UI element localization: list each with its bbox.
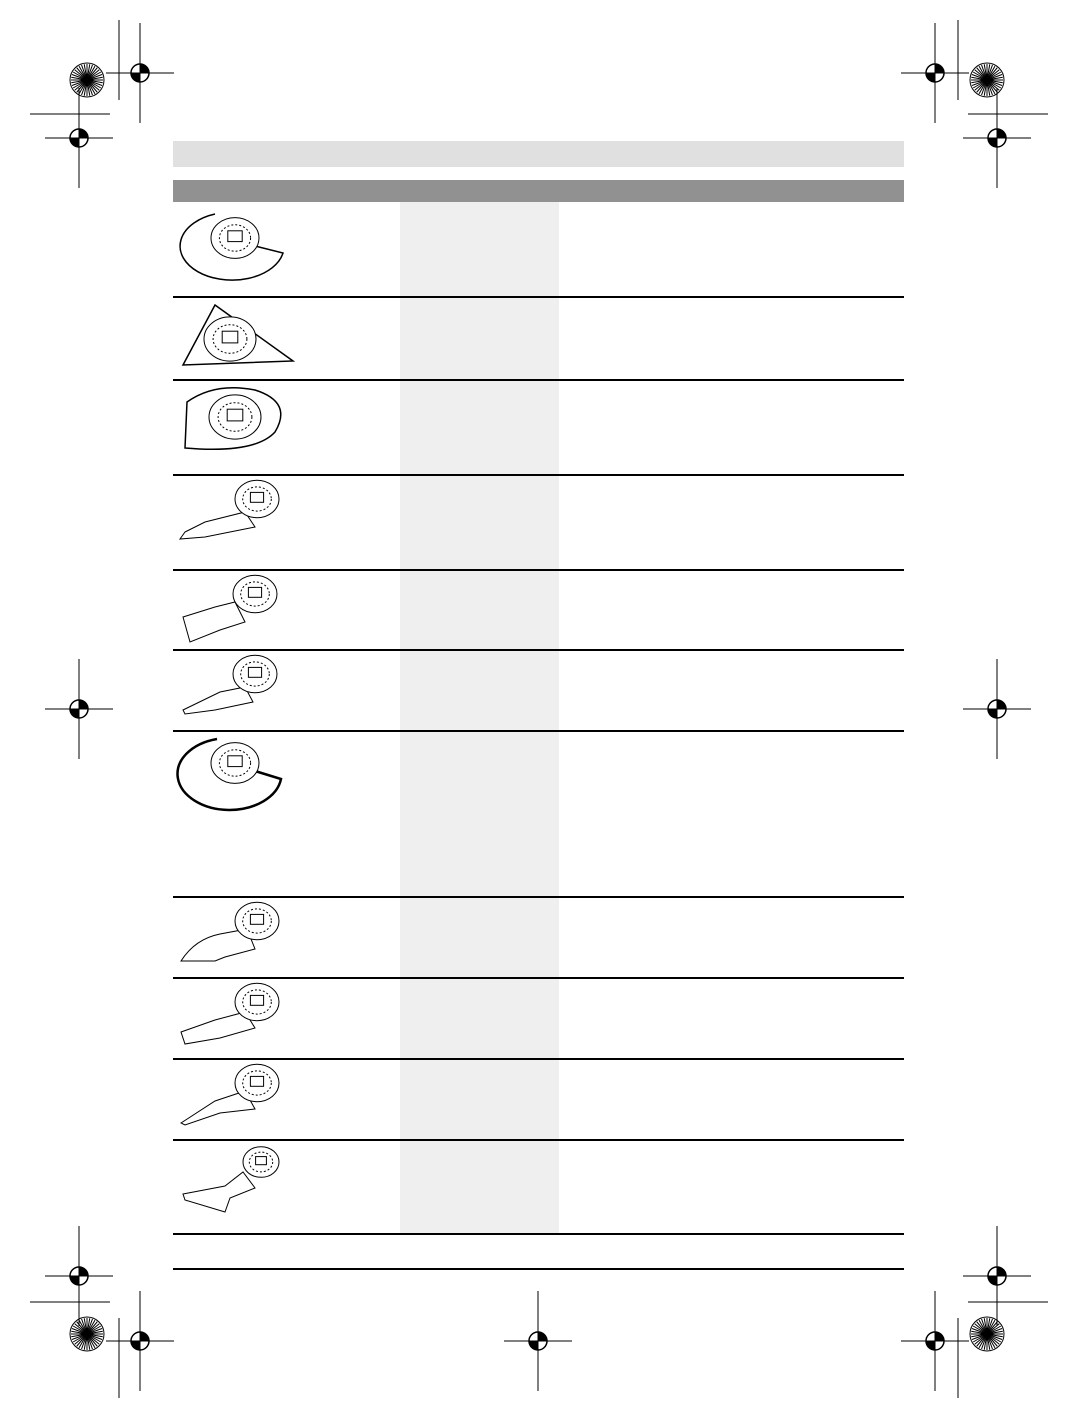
- table-row: [173, 731, 904, 897]
- row-divider: [173, 649, 904, 651]
- table-row: [173, 206, 904, 297]
- table-shaded-column: [400, 202, 559, 1234]
- crosshair-mark-icon: [45, 659, 113, 759]
- crosshair-mark-icon: [963, 1226, 1031, 1326]
- delta-sanding-plate-icon: [181, 303, 296, 366]
- color-wheel-mark-icon: [69, 62, 105, 98]
- row-divider: [173, 896, 904, 898]
- segment-saw-blade-icon: [179, 213, 284, 281]
- row-divider: [173, 474, 904, 476]
- table-row: [173, 650, 904, 731]
- table-row: [173, 380, 904, 475]
- segment-knife-blade-icon: [176, 737, 283, 812]
- crosshair-mark-icon: [901, 23, 969, 123]
- color-wheel-mark-icon: [69, 1316, 105, 1352]
- scraper-flexible-icon: [182, 654, 278, 715]
- grout-blade-icon: [178, 479, 280, 540]
- plunge-cut-saw-blade-icon: [182, 1146, 280, 1213]
- table-row: [173, 1140, 904, 1234]
- color-wheel-mark-icon: [969, 62, 1005, 98]
- row-divider: [173, 296, 904, 298]
- table-rule: [173, 1233, 904, 1235]
- row-divider: [173, 977, 904, 979]
- table-row: [173, 978, 904, 1059]
- crosshair-mark-icon: [45, 88, 113, 188]
- row-divider: [173, 569, 904, 571]
- carbide-rasp-plate-icon: [184, 387, 282, 451]
- row-divider: [173, 1058, 904, 1060]
- row-divider: [173, 730, 904, 732]
- narrow-cutter-icon: [179, 1063, 280, 1126]
- crosshair-mark-icon: [963, 88, 1031, 188]
- flat-scraper-icon: [180, 982, 280, 1045]
- table-row: [173, 570, 904, 650]
- table-row: [173, 897, 904, 978]
- crosshair-mark-icon: [504, 1291, 572, 1391]
- color-wheel-mark-icon: [969, 1316, 1005, 1352]
- pointed-cutter-icon: [180, 901, 280, 962]
- crosshair-mark-icon: [106, 1291, 174, 1391]
- table-row: [173, 475, 904, 570]
- crosshair-mark-icon: [45, 1226, 113, 1326]
- table-rule: [173, 1268, 904, 1270]
- crosshair-mark-icon: [901, 1291, 969, 1391]
- row-divider: [173, 1139, 904, 1141]
- table-row: [173, 1059, 904, 1140]
- scraper-rigid-icon: [182, 574, 278, 643]
- page-header-bar: [173, 141, 904, 167]
- table-header-bar: [173, 180, 904, 202]
- crosshair-mark-icon: [106, 23, 174, 123]
- table-row: [173, 297, 904, 380]
- crosshair-mark-icon: [963, 659, 1031, 759]
- row-divider: [173, 379, 904, 381]
